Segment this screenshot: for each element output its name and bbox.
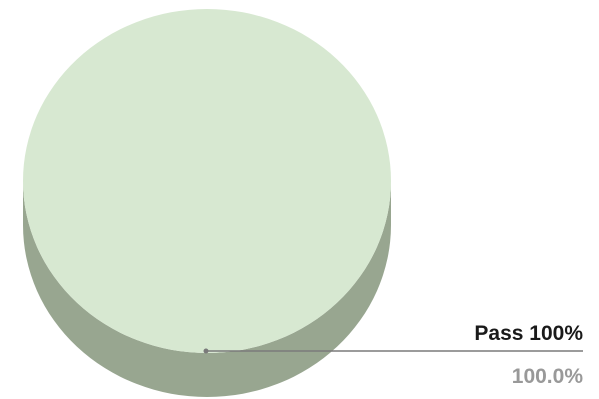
leader-anchor-dot: [203, 348, 209, 354]
slice-percent-pass: 100.0%: [512, 365, 584, 388]
pie-slice-pass: [23, 9, 391, 353]
pie-slice-side-pass: [23, 181, 391, 397]
slice-label-pass: Pass 100%: [474, 322, 583, 345]
